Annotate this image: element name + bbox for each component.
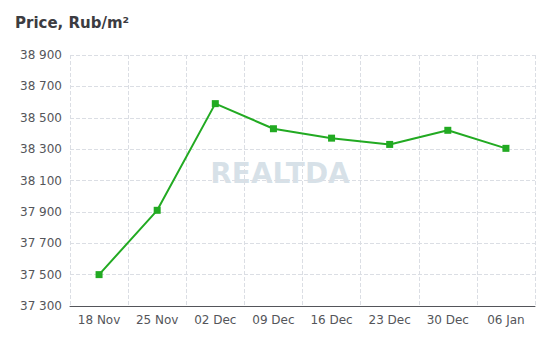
svg-text:25 Nov: 25 Nov xyxy=(136,313,179,327)
svg-text:37 500: 37 500 xyxy=(20,268,62,282)
svg-text:38 100: 38 100 xyxy=(20,174,62,188)
svg-text:30 Dec: 30 Dec xyxy=(427,313,469,327)
svg-text:09 Dec: 09 Dec xyxy=(252,313,294,327)
svg-text:37 700: 37 700 xyxy=(20,236,62,250)
svg-text:38 700: 38 700 xyxy=(20,79,62,93)
svg-text:06 Jan: 06 Jan xyxy=(487,313,525,327)
svg-text:38 300: 38 300 xyxy=(20,142,62,156)
svg-text:37 900: 37 900 xyxy=(20,205,62,219)
svg-text:37 300: 37 300 xyxy=(20,299,62,313)
svg-text:38 900: 38 900 xyxy=(20,48,62,62)
svg-text:23 Dec: 23 Dec xyxy=(369,313,411,327)
svg-text:Price, Rub/m²: Price, Rub/m² xyxy=(15,14,129,32)
svg-text:18 Nov: 18 Nov xyxy=(78,313,121,327)
svg-text:38 500: 38 500 xyxy=(20,111,62,125)
svg-text:02 Dec: 02 Dec xyxy=(194,313,236,327)
svg-text:REALTDA: REALTDA xyxy=(210,157,350,190)
svg-text:16 Dec: 16 Dec xyxy=(310,313,352,327)
